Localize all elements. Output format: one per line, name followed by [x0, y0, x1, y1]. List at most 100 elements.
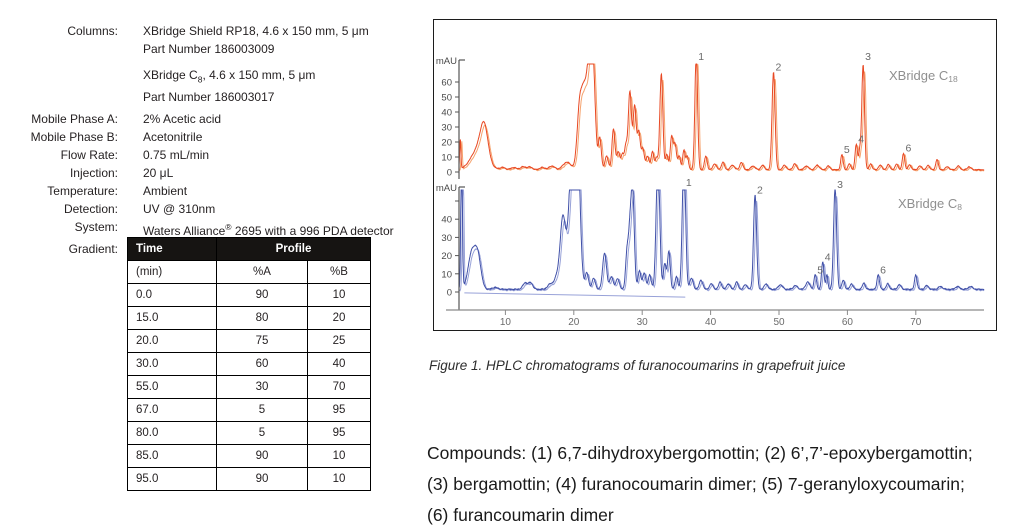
compounds-line: (3) bergamottin; (4) furanocoumarin dime… — [427, 474, 965, 494]
x-axis: 10 20 30 40 50 60 70 — [446, 309, 984, 328]
method-row: Flow Rate: 0.75 mL/min — [30, 146, 430, 164]
table-row: 80.0 5 95 — [127, 421, 371, 445]
method-value: XBridge Shield RP18, 4.6 x 150 mm, 5 μm P… — [143, 22, 369, 106]
method-value-line: XBridge Shield RP18, 4.6 x 150 mm, 5 μm — [143, 24, 369, 38]
method-value: 0.75 mL/min — [143, 146, 209, 164]
method-value: Waters Alliance® 2695 with a 996 PDA det… — [143, 218, 394, 240]
compounds-line: (6) furancoumarin dimer — [427, 505, 614, 525]
y-tick-label: 0 — [447, 168, 452, 179]
method-value-line: 20 μL — [143, 166, 174, 181]
peak-label-4: 4 — [858, 134, 864, 146]
method-row: Columns: XBridge Shield RP18, 4.6 x 150 m… — [30, 22, 430, 106]
method-row: Gradient: — [30, 240, 430, 258]
method-label: Columns: — [67, 24, 118, 38]
y-tick-label: 50 — [441, 93, 452, 104]
figure-caption: Figure 1. HPLC chromatograms of furanoco… — [429, 358, 846, 373]
x-tick-label: 20 — [568, 317, 580, 327]
cell-pct-a: 90 — [216, 283, 308, 307]
x-tick-label: 60 — [842, 317, 854, 327]
table-row: 67.0 5 95 — [127, 398, 371, 422]
cell-pct-a: 5 — [216, 421, 308, 445]
method-label: Temperature: — [47, 184, 118, 199]
method-row: Mobile Phase A: 2% Acetic acid — [30, 110, 430, 128]
method-label: Injection: — [69, 166, 118, 181]
method-value: 20 μL — [143, 164, 173, 182]
chromatogram-trace-main — [458, 63, 985, 172]
method-label: Flow Rate: — [60, 148, 118, 163]
method-value-line: Part Number 186003017 — [143, 90, 275, 105]
compounds-text: Compounds: (1) 6,7-dihydroxybergomottin;… — [427, 438, 1009, 531]
method-value: 2% Acetic acid — [143, 110, 221, 128]
cell-time: 85.0 — [127, 444, 217, 468]
method-value-line: Part Number 186003009 — [143, 42, 275, 56]
method-value-part: XBridge C — [143, 68, 198, 82]
compounds-line: Compounds: (1) 6,7-dihydroxybergomottin;… — [427, 443, 973, 463]
peak-label-5: 5 — [817, 264, 823, 276]
panel-c8: 0 10 20 30 40 mAU XBridge C8 1 2 3 45 6 — [436, 177, 985, 310]
cell-pct-b: 10 — [307, 467, 371, 491]
peak-label-4: 4 — [825, 252, 831, 264]
cell-pct-a: 80 — [216, 306, 308, 330]
method-label: Mobile Phase B: — [30, 130, 118, 145]
method-value-line: 2% Acetic acid — [143, 112, 222, 127]
method-conditions: Columns: XBridge Shield RP18, 4.6 x 150 m… — [30, 22, 430, 258]
cell-pct-b: 10 — [307, 283, 371, 307]
y-axis-unit-label: mAU — [436, 56, 457, 67]
peak-label-6: 6 — [880, 264, 886, 276]
y-tick-label: 20 — [441, 138, 452, 149]
cell-pct-a: 30 — [216, 375, 308, 399]
x-tick-label: 40 — [705, 317, 717, 327]
cell-pct-b: 10 — [307, 444, 371, 468]
table-row: 20.0 75 25 — [127, 329, 371, 353]
cell-pct-a: 75 — [216, 329, 308, 353]
y-tick-label: 10 — [441, 153, 452, 164]
cell-time: 55.0 — [127, 375, 217, 399]
cell-time: 95.0 — [127, 467, 217, 491]
gradient-table: Time Profile (min) %A %B 0.0 90 10 15.0 80 20 20.0 7… — [127, 237, 371, 491]
peak-label-5: 5 — [844, 144, 850, 156]
method-row: Mobile Phase B: Acetonitrile — [30, 128, 430, 146]
y-tick-label: 30 — [441, 233, 452, 244]
method-value-line: Waters Alliance® 2695 with a 996 PDA det… — [143, 218, 394, 240]
cell-time: 15.0 — [127, 306, 217, 330]
x-tick-label: 30 — [637, 317, 649, 327]
peak-label-2: 2 — [776, 62, 782, 74]
peak-label-1: 1 — [698, 51, 704, 63]
table-row: 0.0 90 10 — [127, 283, 371, 307]
y-tick-label: 0 — [447, 288, 452, 299]
table-row: 30.0 60 40 — [127, 352, 371, 376]
cell-pct-b: 95 — [307, 398, 371, 422]
superscript: ® — [225, 222, 232, 233]
cell-pct-b: 40 — [307, 352, 371, 376]
cell-time: 30.0 — [127, 352, 217, 376]
table-row: 95.0 90 10 — [127, 467, 371, 491]
cell-pct-a: 90 — [216, 444, 308, 468]
baseline-drift-line — [464, 292, 686, 298]
subheader-pct-a: %A — [216, 260, 308, 284]
header-time: Time — [127, 237, 217, 261]
cell-pct-b: 20 — [307, 306, 371, 330]
cell-pct-b: 95 — [307, 421, 371, 445]
method-value-line: UV @ 310nm — [143, 202, 216, 217]
peak-label-3: 3 — [865, 51, 871, 63]
method-label: System: — [74, 220, 118, 235]
y-tick-label: 40 — [441, 215, 452, 226]
table-row: 85.0 90 10 — [127, 444, 371, 468]
cell-pct-a: 60 — [216, 352, 308, 376]
cell-pct-a: 90 — [216, 467, 308, 491]
x-tick-label: 50 — [773, 317, 785, 327]
method-label: Detection: — [63, 202, 118, 217]
method-value: Acetonitrile — [143, 128, 202, 146]
table-subheader-row: (min) %A %B — [127, 260, 371, 284]
x-tick-label: 10 — [500, 317, 512, 327]
cell-time: 20.0 — [127, 329, 217, 353]
method-label: Mobile Phase A: — [31, 112, 118, 127]
method-row: Temperature: Ambient — [30, 182, 430, 200]
subheader-pct-b: %B — [307, 260, 371, 284]
method-value-line: Ambient — [143, 184, 188, 199]
column-name-label: XBridge C8 — [898, 196, 962, 212]
method-label: Gradient: — [68, 242, 118, 257]
chromatogram-trace-main — [458, 189, 985, 291]
